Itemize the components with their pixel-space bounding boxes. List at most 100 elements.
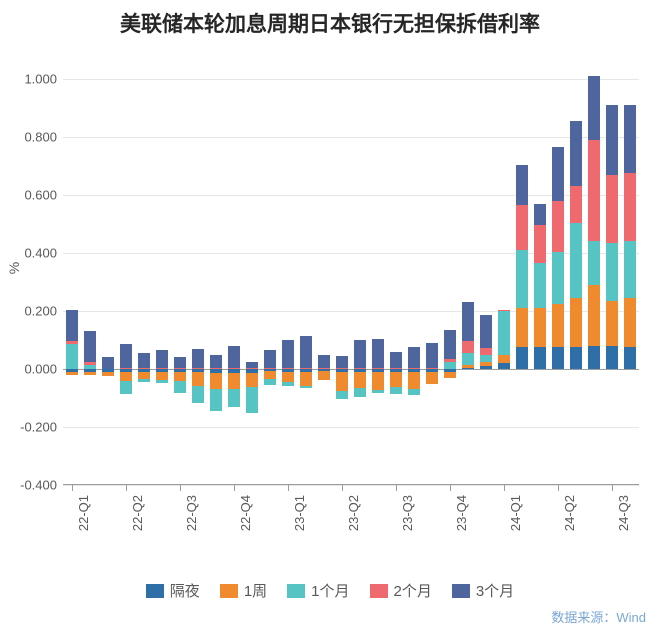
bar-segment — [246, 362, 259, 368]
bar-group — [192, 50, 205, 485]
x-tick-mark — [126, 485, 127, 491]
bar-group — [210, 50, 223, 485]
bar-segment — [174, 372, 187, 381]
bar-segment — [354, 372, 367, 388]
bar-segment — [210, 389, 223, 411]
bar-group — [408, 50, 421, 485]
legend-item: 2个月 — [370, 580, 432, 601]
bar-segment — [210, 373, 223, 389]
bar-group — [354, 50, 367, 485]
bar-group — [228, 50, 241, 485]
x-tick-mark — [450, 485, 451, 491]
bar-segment — [84, 362, 97, 365]
legend-item: 隔夜 — [146, 580, 200, 601]
bar-group — [336, 50, 349, 485]
x-tick-mark — [288, 485, 289, 491]
y-tick-label: 0.600 — [24, 188, 63, 203]
bar-segment — [552, 147, 565, 201]
bar-segment — [408, 389, 421, 395]
bar-group — [462, 50, 475, 485]
bar-segment — [588, 76, 601, 140]
bar-segment — [192, 368, 205, 369]
data-source-label: 数据来源：Wind — [551, 607, 646, 626]
bar-segment — [570, 223, 583, 298]
bar-segment — [606, 175, 619, 243]
x-tick-label: 23-Q4 — [454, 495, 469, 531]
legend-label: 1个月 — [311, 580, 349, 601]
bar-segment — [426, 343, 439, 368]
x-tick-label: 22-Q2 — [130, 495, 145, 531]
bar-group — [300, 50, 313, 485]
bar-segment — [426, 368, 439, 369]
x-tick-label: 22-Q4 — [238, 495, 253, 531]
bar-group — [318, 50, 331, 485]
x-tick-label: 23-Q2 — [346, 495, 361, 531]
bar-segment — [84, 365, 97, 369]
bar-group — [156, 50, 169, 485]
bar-group — [606, 50, 619, 485]
bar-segment — [66, 310, 79, 342]
bar-segment — [84, 331, 97, 361]
bar-segment — [372, 339, 385, 368]
x-tick-mark — [504, 485, 505, 491]
bar-segment — [174, 368, 187, 369]
bar-segment — [624, 298, 637, 347]
bar-segment — [354, 368, 367, 369]
bar-segment — [84, 372, 97, 375]
bar-segment — [462, 365, 475, 368]
plot-area: -0.400-0.2000.0000.2000.4000.6000.8001.0… — [63, 50, 639, 485]
bar-segment — [264, 371, 277, 379]
bar-segment — [534, 263, 547, 308]
y-axis-title: % — [6, 261, 22, 273]
y-tick-label: 0.400 — [24, 246, 63, 261]
bar-segment — [516, 165, 529, 206]
bar-group — [498, 50, 511, 485]
x-tick-label: 24-Q1 — [508, 495, 523, 531]
bar-segment — [534, 347, 547, 369]
bar-segment — [624, 347, 637, 369]
bar-segment — [282, 368, 295, 369]
bar-segment — [300, 368, 313, 369]
x-tick-label: 24-Q2 — [562, 495, 577, 531]
bar-segment — [192, 349, 205, 368]
x-tick-mark — [612, 485, 613, 491]
bar-segment — [138, 353, 151, 368]
bar-segment — [336, 368, 349, 369]
legend-item: 1个月 — [287, 580, 349, 601]
bar-group — [264, 50, 277, 485]
bar-segment — [462, 353, 475, 365]
legend-swatch — [220, 584, 238, 598]
bar-segment — [336, 391, 349, 398]
legend: 隔夜 1周 1个月 2个月 3个月 — [0, 580, 660, 602]
bar-group — [372, 50, 385, 485]
bar-group — [570, 50, 583, 485]
bar-segment — [300, 336, 313, 368]
bar-segment — [480, 355, 493, 361]
bar-group — [534, 50, 547, 485]
bar-segment — [498, 310, 511, 311]
x-tick-mark — [558, 485, 559, 491]
bar-segment — [624, 241, 637, 298]
bar-segment — [228, 389, 241, 406]
bar-segment — [300, 386, 313, 389]
bar-group — [66, 50, 79, 485]
bar-segment — [354, 388, 367, 397]
y-tick-label: 0.800 — [24, 130, 63, 145]
bar-segment — [264, 379, 277, 385]
bar-segment — [534, 308, 547, 347]
legend-item: 3个月 — [452, 580, 514, 601]
chart-title: 美联储本轮加息周期日本银行无担保拆借利率 — [0, 8, 660, 38]
bar-segment — [462, 341, 475, 353]
legend-item: 1周 — [220, 580, 267, 601]
bar-segment — [282, 382, 295, 386]
bar-segment — [588, 346, 601, 369]
x-tick-label: 22-Q1 — [76, 495, 91, 531]
bar-segment — [606, 105, 619, 175]
bar-segment — [570, 298, 583, 347]
bar-group — [282, 50, 295, 485]
bar-segment — [480, 366, 493, 369]
bar-segment — [66, 341, 79, 344]
bar-segment — [228, 368, 241, 369]
legend-label: 2个月 — [394, 580, 432, 601]
y-tick-label: -0.200 — [20, 420, 63, 435]
